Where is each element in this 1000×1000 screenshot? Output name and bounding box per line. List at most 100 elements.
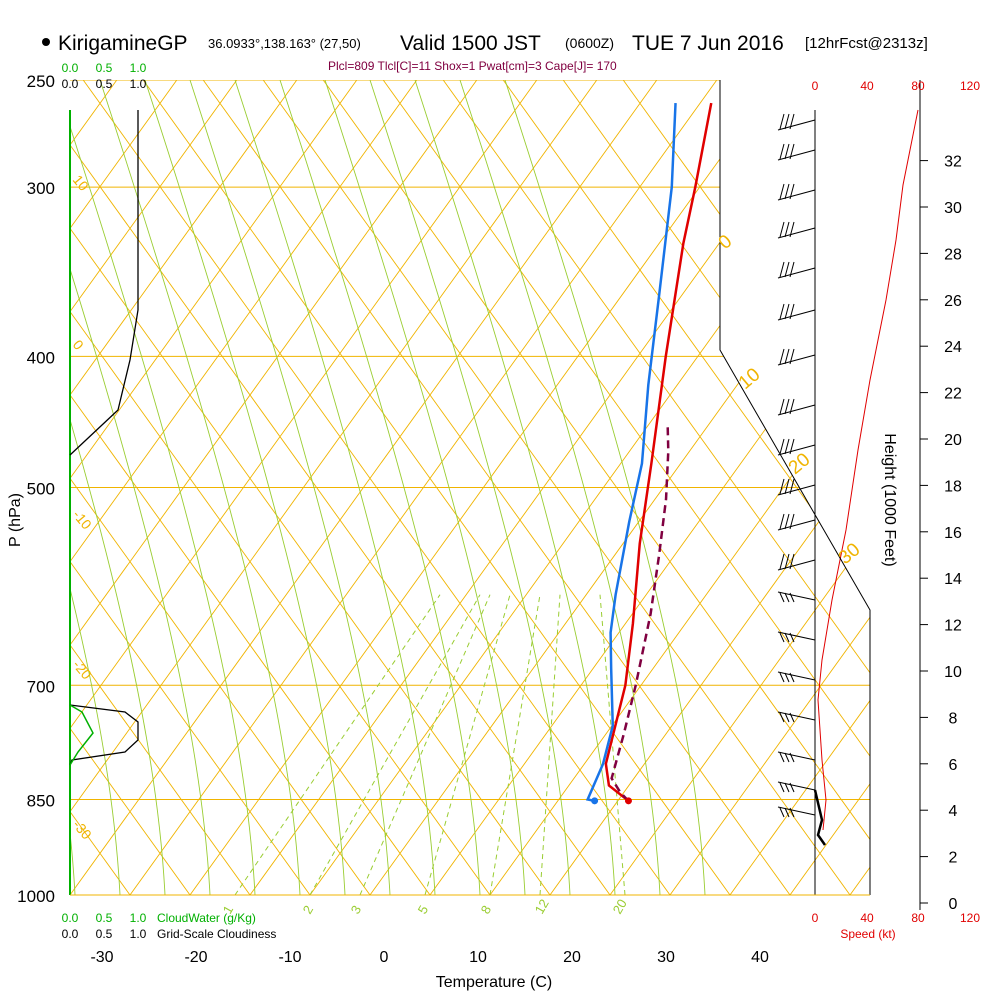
height-tick-label: 10 <box>944 664 962 681</box>
cloud-water-title: CloudWater (g/Kg) <box>157 911 256 925</box>
dry-adiabat-line <box>142 80 731 895</box>
pressure-tick-label: 850 <box>27 791 55 810</box>
speed-title: Speed (kt) <box>840 927 895 941</box>
wind-barb <box>777 143 816 161</box>
dry-adiabat-line <box>70 80 251 895</box>
dry-adiabat-label: -30 <box>70 817 95 843</box>
cloudiness-top-label: 1.0 <box>130 77 147 91</box>
wind-barb <box>777 438 816 456</box>
barb-feather <box>789 553 795 570</box>
wind-barb <box>777 631 816 643</box>
height-tick-label: 0 <box>949 896 958 913</box>
moist-adiabat-label: 20 <box>785 449 815 479</box>
barb-feather <box>784 752 790 763</box>
moist-adiabat-line <box>504 80 706 895</box>
dry-adiabat-label: 0 <box>70 337 87 353</box>
barb-feather <box>784 672 790 683</box>
axis-labels: 2503004005007008501000100-10-20-30010203… <box>7 61 980 991</box>
barb-feather <box>779 143 785 160</box>
dry-adiabat-line <box>70 80 371 895</box>
dry-adiabat-line <box>70 80 418 895</box>
height-tick-label: 28 <box>944 246 962 263</box>
wind-barb <box>777 591 816 603</box>
dry-adiabat-line <box>849 80 870 895</box>
cloud-water-low <box>69 704 94 766</box>
barb-feather <box>789 221 795 238</box>
barb-feather <box>789 113 795 130</box>
barb-feather <box>789 712 795 723</box>
moist-adiabat-line <box>234 80 436 895</box>
dry-adiabat-line <box>70 80 551 895</box>
moist-adiabat-line <box>324 80 526 895</box>
barb-feather <box>784 553 790 570</box>
dry-adiabat-line <box>202 80 791 895</box>
barb-staff <box>777 781 816 791</box>
barb-feather <box>784 183 790 200</box>
surface-temp-marker <box>624 797 632 805</box>
dry-adiabat-line <box>70 80 598 895</box>
cloudiness-bottom-label: 0.5 <box>96 927 113 941</box>
height-tick-label: 8 <box>949 710 958 727</box>
cloudiness-bottom-label: 1.0 <box>130 927 147 941</box>
temperature-tick-label: 20 <box>563 949 581 966</box>
parcel-line <box>610 425 670 802</box>
cloudiness-low <box>69 704 139 766</box>
dry-adiabat-line <box>70 80 491 895</box>
barb-staff <box>777 309 816 321</box>
barb-feather <box>784 712 790 723</box>
dry-adiabat-line <box>129 80 718 895</box>
indices-line: Plcl=809 Tlcl[C]=11 Shox=1 Pwat[cm]=3 Ca… <box>328 59 617 73</box>
barb-feather <box>779 348 785 365</box>
side-plots <box>69 109 919 895</box>
barb-staff <box>777 149 816 161</box>
dry-adiabat-line <box>70 80 358 895</box>
barb-feather <box>779 553 785 570</box>
dry-adiabat-line <box>262 80 851 895</box>
speed-bottom-label: 80 <box>911 911 925 925</box>
wind-barb <box>777 553 816 571</box>
pressure-tick-label: 700 <box>27 677 55 696</box>
barb-feather <box>789 782 795 793</box>
barb-feather <box>784 143 790 160</box>
barb-staff <box>777 227 816 239</box>
moist-adiabat-line <box>459 80 661 895</box>
barb-feather <box>784 592 790 603</box>
barb-feather <box>789 807 795 818</box>
mixing-ratio-label: 12 <box>532 896 552 916</box>
height-tick-label: 20 <box>944 432 962 449</box>
barb-feather <box>784 398 790 415</box>
barb-staff <box>777 806 816 816</box>
surface-dewpoint-marker <box>591 797 599 805</box>
adiabats <box>70 80 1000 895</box>
barb-feather <box>779 592 785 603</box>
barb-feather <box>789 513 795 530</box>
barb-feather <box>784 807 790 818</box>
barb-feather <box>784 782 790 793</box>
mixing-ratio-line <box>599 594 626 895</box>
mixing-ratio-label: 20 <box>610 896 630 916</box>
wind-barb <box>777 711 816 723</box>
dry-adiabat-line <box>970 80 1000 895</box>
profiles <box>585 102 713 805</box>
barb-feather <box>779 632 785 643</box>
dry-adiabat-line <box>729 80 870 895</box>
barb-staff <box>777 519 816 531</box>
valid-date: TUE 7 Jun 2016 <box>632 32 784 55</box>
height-tick-label: 24 <box>944 339 962 356</box>
dry-adiabat-line <box>189 80 778 895</box>
temperature-tick-label: -20 <box>184 949 207 966</box>
background-grid <box>70 80 870 895</box>
dewpoint-line <box>585 103 677 803</box>
wind-barb <box>777 806 816 818</box>
barb-feather <box>779 113 785 130</box>
dry-adiabat-line <box>442 80 870 895</box>
barb-staff <box>777 189 816 201</box>
moist-adiabat-line <box>369 80 571 895</box>
speed-bottom-label: 40 <box>860 911 874 925</box>
dry-adiabat-line <box>502 80 870 895</box>
dry-adiabat-line <box>70 80 298 895</box>
wind-barb <box>777 303 816 321</box>
barb-staff <box>777 484 816 496</box>
barb-feather <box>784 348 790 365</box>
